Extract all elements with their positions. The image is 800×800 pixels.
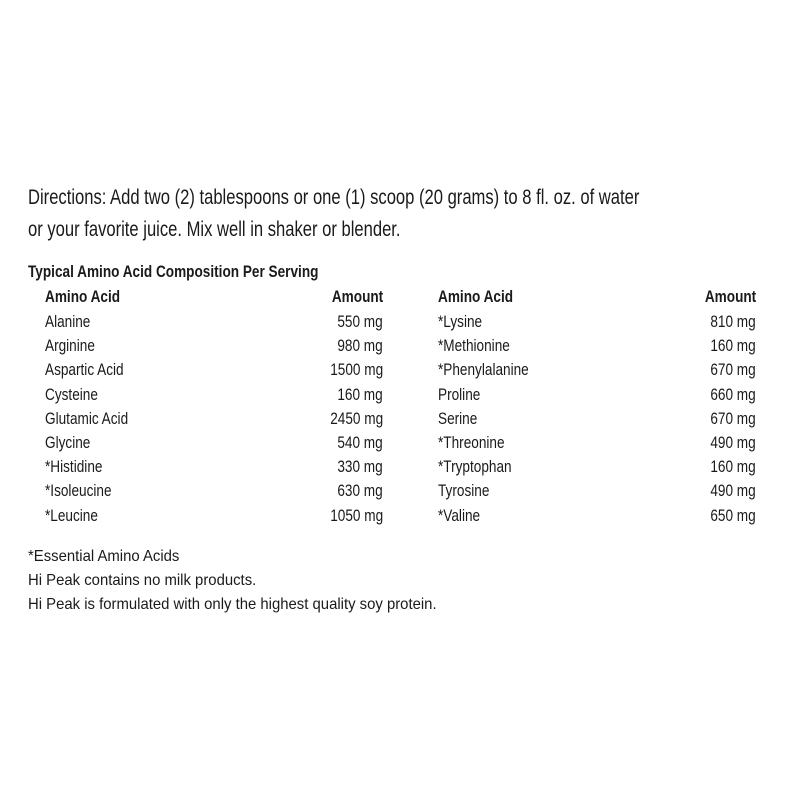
amino-acid-amount: 490 mg [710,433,756,452]
amino-acid-amount: 1050 mg [330,505,383,525]
amino-acid-amount: 160 mg [337,384,383,404]
amino-acid-name: Cysteine [45,384,98,404]
amino-acid-amount: 160 mg [710,336,756,356]
note-soy: Hi Peak is formulated with only the high… [28,596,437,613]
amino-acid-name: Glutamic Acid [45,408,129,428]
amino-acid-name: *Threonine [438,433,505,452]
amino-acid-name: *Leucine [45,505,98,525]
amino-acid-name: *Lysine [438,312,483,331]
amino-acid-name: Aspartic Acid [45,360,124,380]
amino-acid-amount: 650 mg [710,505,756,525]
amino-acid-amount: 670 mg [710,408,756,428]
amino-acid-amount: 550 mg [337,312,383,331]
amino-acid-name: Serine [438,408,478,428]
right-header-amount: Amount [704,287,756,306]
amino-acid-name: *Tryptophan [438,457,512,477]
amino-acid-name: *Methionine [438,336,510,356]
left-header-amount: Amount [331,287,383,306]
amino-acid-name: *Isoleucine [45,481,112,501]
amino-acid-amount: 330 mg [337,457,383,477]
table-title: Typical Amino Acid Composition Per Servi… [28,262,319,281]
directions-line-1: Directions: Add two (2) tablespoons or o… [28,186,640,209]
amino-acid-name: Glycine [45,433,91,452]
amino-acid-name: Proline [438,384,481,404]
amino-acid-amount: 660 mg [710,384,756,404]
amino-acid-amount: 1500 mg [330,360,383,380]
note-milk: Hi Peak contains no milk products. [28,572,257,589]
amino-acid-amount: 160 mg [710,457,756,477]
amino-acid-amount: 490 mg [710,481,756,501]
amino-acid-name: Tyrosine [438,481,490,501]
amino-acid-amount: 980 mg [337,336,383,356]
left-header-name: Amino Acid [45,287,121,306]
amino-acid-amount: 2450 mg [330,408,383,428]
amino-acid-amount: 810 mg [710,312,756,331]
amino-acid-name: *Valine [438,505,481,525]
right-header-name: Amino Acid [438,287,514,306]
note-essential: *Essential Amino Acids [28,548,180,565]
amino-acid-name: *Histidine [45,457,103,477]
amino-acid-amount: 630 mg [337,481,383,501]
amino-acid-amount: 540 mg [337,433,383,452]
amino-acid-name: Arginine [45,336,95,356]
amino-acid-name: *Phenylalanine [438,360,529,380]
amino-acid-name: Alanine [45,312,91,331]
directions-line-2: or your favorite juice. Mix well in shak… [28,218,401,241]
amino-acid-amount: 670 mg [710,360,756,380]
